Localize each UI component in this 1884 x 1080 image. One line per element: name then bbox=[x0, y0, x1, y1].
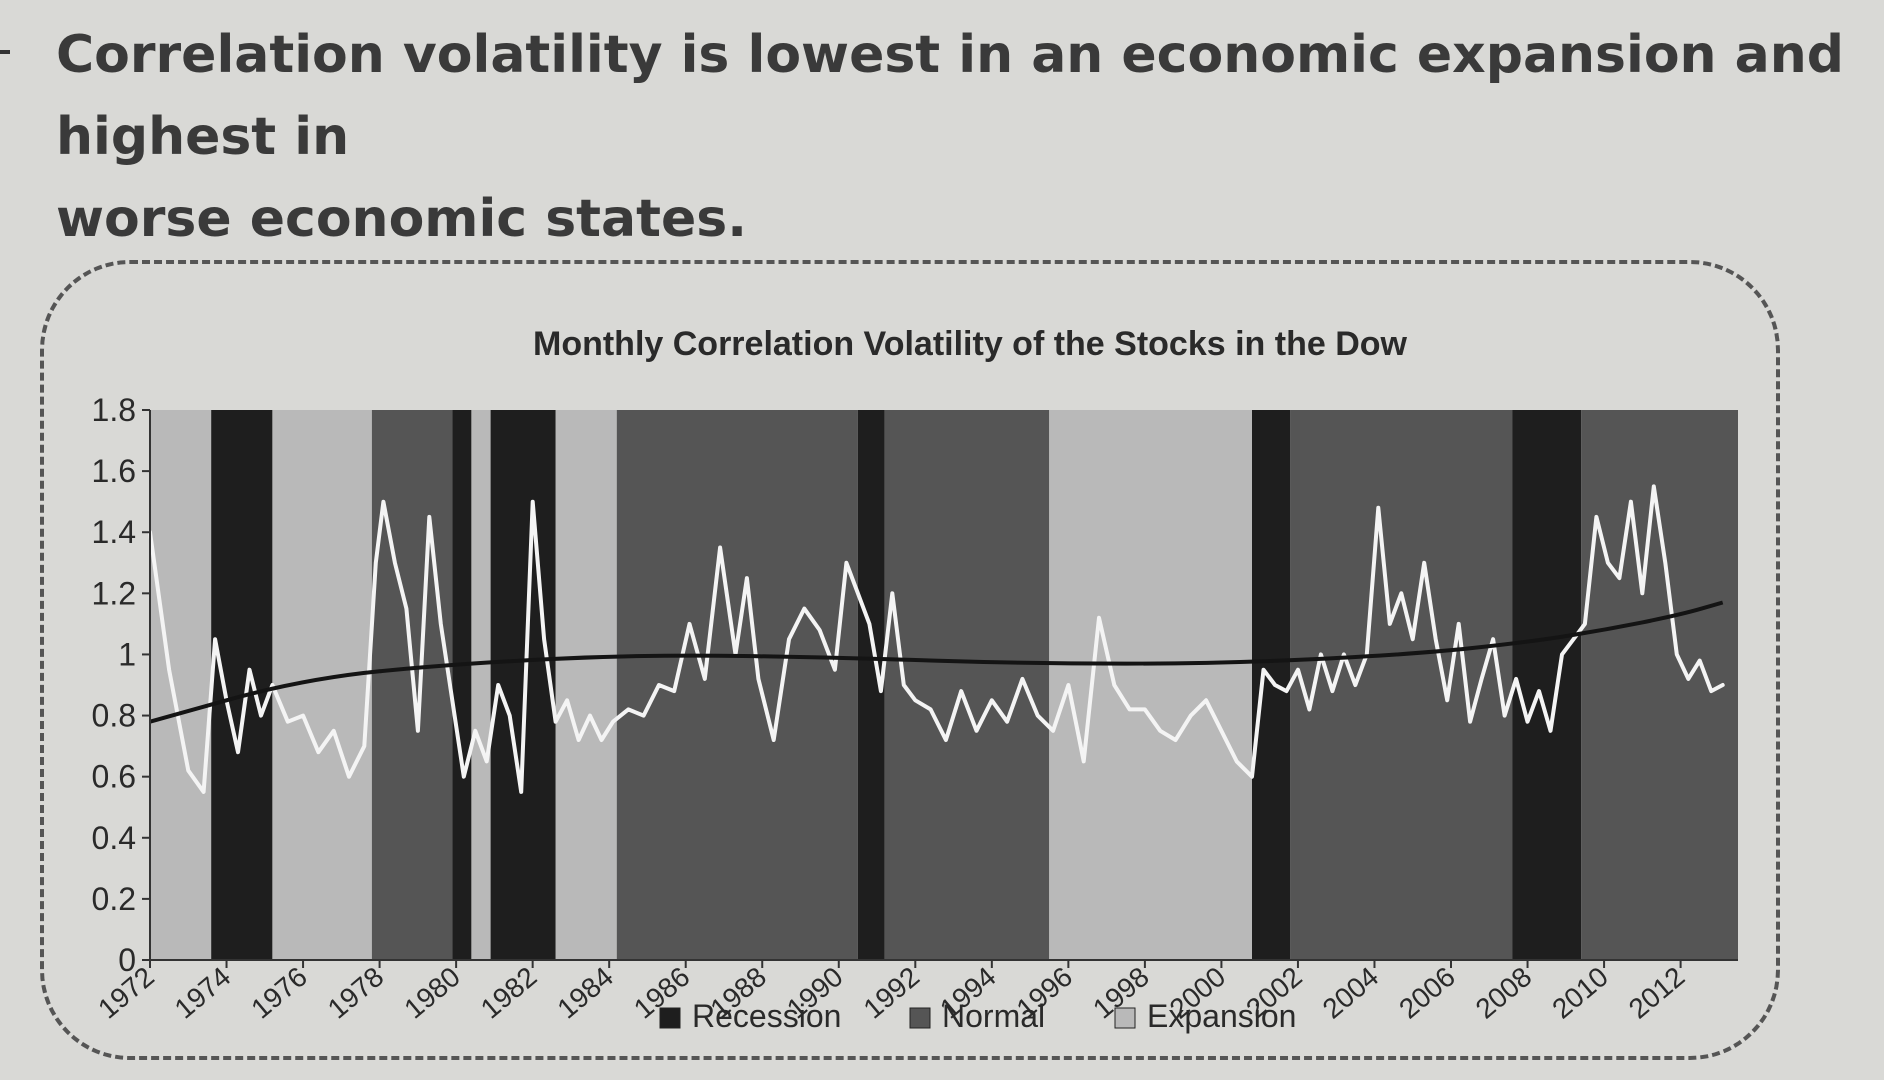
regime-band-recession-14 bbox=[1512, 410, 1582, 960]
regime-band-recession-1 bbox=[211, 410, 273, 960]
legend-swatch-expansion bbox=[1114, 1007, 1136, 1029]
headline-line-2: worse economic states. bbox=[56, 189, 747, 249]
y-tick-label-5: 1 bbox=[118, 636, 136, 672]
regime-band-normal-13 bbox=[1290, 410, 1513, 960]
legend-label-recession: Recession bbox=[692, 998, 841, 1034]
regime-band-recession-12 bbox=[1252, 410, 1291, 960]
bullet-marker bbox=[0, 50, 10, 54]
regime-band-expansion-0 bbox=[150, 410, 212, 960]
x-tick-label-1: 1974 bbox=[169, 961, 237, 1025]
y-tick-label-0: 0 bbox=[118, 942, 136, 978]
regime-band-recession-6 bbox=[490, 410, 556, 960]
y-tick-label-4: 0.8 bbox=[92, 698, 136, 734]
x-tick-label-5: 1982 bbox=[475, 961, 543, 1025]
y-tick-label-7: 1.4 bbox=[92, 514, 136, 550]
regime-bands bbox=[150, 410, 1738, 960]
headline: Correlation volatility is lowest in an e… bbox=[56, 14, 1856, 260]
y-tick-label-8: 1.6 bbox=[92, 453, 136, 489]
regime-band-normal-15 bbox=[1581, 410, 1738, 960]
x-tick-label-20: 2012 bbox=[1623, 961, 1691, 1025]
series-line-monthly-volatility bbox=[148, 484, 1725, 794]
x-tick-label-16: 2004 bbox=[1317, 961, 1385, 1025]
y-tick-label-9: 1.8 bbox=[92, 392, 136, 428]
x-tick-label-6: 1984 bbox=[551, 961, 619, 1025]
y-tick-label-6: 1.2 bbox=[92, 575, 136, 611]
legend-label-normal: Normal bbox=[942, 998, 1045, 1034]
legend: Recession Normal Expansion bbox=[659, 998, 1296, 1034]
regime-band-expansion-11 bbox=[1049, 410, 1252, 960]
y-tick-label-3: 0.6 bbox=[92, 759, 136, 795]
chart-title: Monthly Correlation Volatility of the St… bbox=[533, 325, 1408, 363]
x-tick-label-18: 2008 bbox=[1470, 961, 1538, 1025]
regime-band-recession-4 bbox=[452, 410, 472, 960]
y-tick-label-1: 0.2 bbox=[92, 881, 136, 917]
regime-band-expansion-5 bbox=[471, 410, 491, 960]
regime-band-normal-8 bbox=[616, 410, 858, 960]
x-tick-label-17: 2006 bbox=[1393, 961, 1461, 1025]
x-tick-label-3: 1978 bbox=[322, 961, 390, 1025]
legend-swatch-recession bbox=[659, 1007, 681, 1029]
headline-line-1: Correlation volatility is lowest in an e… bbox=[56, 25, 1845, 167]
x-tick-label-4: 1980 bbox=[398, 961, 466, 1025]
x-tick-label-19: 2010 bbox=[1546, 961, 1614, 1025]
regime-band-expansion-7 bbox=[555, 410, 617, 960]
series-lines bbox=[148, 484, 1725, 794]
y-tick-label-2: 0.4 bbox=[92, 820, 136, 856]
series-line-trend bbox=[149, 600, 1724, 724]
legend-swatch-normal bbox=[909, 1007, 931, 1029]
x-tick-label-2: 1976 bbox=[245, 961, 313, 1025]
legend-label-expansion: Expansion bbox=[1147, 998, 1296, 1034]
chart-frame bbox=[40, 260, 1780, 1060]
